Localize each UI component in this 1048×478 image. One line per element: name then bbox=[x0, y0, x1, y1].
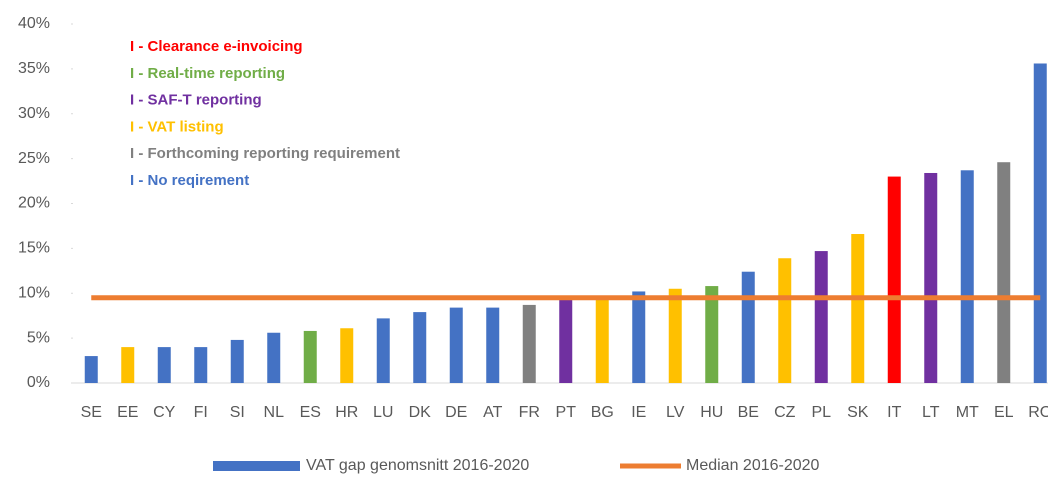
legend-label: Median 2016-2020 bbox=[686, 457, 820, 474]
y-tick-label: 0% bbox=[27, 374, 50, 391]
x-tick-label: LT bbox=[922, 404, 940, 421]
bar bbox=[84, 356, 98, 383]
x-tick-label: SI bbox=[230, 404, 245, 421]
annotation: I - No reqirement bbox=[130, 172, 249, 189]
x-tick-label: CZ bbox=[774, 404, 796, 421]
x-tick-label: HR bbox=[335, 404, 358, 421]
bar bbox=[413, 312, 427, 383]
legend-swatch bbox=[213, 461, 300, 471]
bar bbox=[924, 172, 938, 383]
x-tick-label: RO bbox=[1028, 404, 1048, 421]
x-tick-label: EL bbox=[994, 404, 1014, 421]
annotation: I - Clearance e-invoicing bbox=[130, 38, 303, 55]
x-tick-label: LU bbox=[373, 404, 393, 421]
y-tick-label: 5% bbox=[27, 329, 50, 346]
legend-label: VAT gap genomsnitt 2016-2020 bbox=[306, 457, 529, 474]
annotation: I - VAT listing bbox=[130, 118, 224, 135]
y-tick-label: 20% bbox=[18, 195, 50, 212]
bar bbox=[340, 328, 354, 383]
bar bbox=[1033, 63, 1047, 384]
x-tick-label: AT bbox=[483, 404, 502, 421]
y-tick-label: 10% bbox=[18, 284, 50, 301]
bar bbox=[230, 339, 244, 383]
x-tick-label: CY bbox=[153, 404, 176, 421]
x-tick-label: BG bbox=[591, 404, 614, 421]
bar bbox=[632, 291, 646, 383]
bar bbox=[194, 347, 208, 383]
bar bbox=[486, 307, 500, 383]
bar bbox=[851, 234, 865, 383]
x-tick-label: IT bbox=[887, 404, 901, 421]
x-tick-label: SK bbox=[847, 404, 869, 421]
bar bbox=[741, 271, 755, 383]
bar bbox=[668, 288, 682, 383]
bar bbox=[887, 176, 901, 383]
bar bbox=[595, 295, 609, 383]
annotation: I - Forthcoming reporting requirement bbox=[130, 145, 400, 162]
bar bbox=[559, 297, 573, 383]
bar bbox=[303, 330, 317, 383]
annotation: I - SAF-T reporting bbox=[130, 92, 262, 109]
x-tick-label: BE bbox=[738, 404, 759, 421]
x-tick-label: FI bbox=[194, 404, 208, 421]
x-tick-label: SE bbox=[81, 404, 102, 421]
x-tick-label: PT bbox=[556, 404, 577, 421]
x-tick-label: MT bbox=[956, 404, 979, 421]
y-tick-label: 35% bbox=[18, 60, 50, 77]
x-tick-label: DE bbox=[445, 404, 467, 421]
x-tick-label: LV bbox=[666, 404, 685, 421]
x-tick-label: NL bbox=[264, 404, 285, 421]
y-tick-label: 25% bbox=[18, 150, 50, 167]
bar bbox=[449, 307, 463, 383]
bar bbox=[997, 162, 1011, 383]
x-tick-label: EE bbox=[117, 404, 138, 421]
x-tick-label: ES bbox=[300, 404, 321, 421]
bar bbox=[814, 251, 828, 383]
bar bbox=[705, 286, 719, 383]
x-tick-label: HU bbox=[700, 404, 723, 421]
bar bbox=[157, 347, 171, 383]
x-tick-label: PL bbox=[811, 404, 831, 421]
bar bbox=[960, 170, 974, 383]
x-tick-label: DK bbox=[409, 404, 432, 421]
bar bbox=[778, 258, 792, 383]
bar bbox=[267, 332, 281, 383]
bar bbox=[376, 318, 390, 383]
annotation: I - Real-time reporting bbox=[130, 65, 285, 82]
bar bbox=[522, 304, 536, 383]
y-tick-label: 30% bbox=[18, 105, 50, 122]
y-tick-label: 15% bbox=[18, 240, 50, 257]
x-tick-label: IE bbox=[631, 404, 646, 421]
bar bbox=[121, 347, 135, 383]
x-tick-label: FR bbox=[519, 404, 540, 421]
y-tick-label: 40% bbox=[18, 15, 50, 32]
